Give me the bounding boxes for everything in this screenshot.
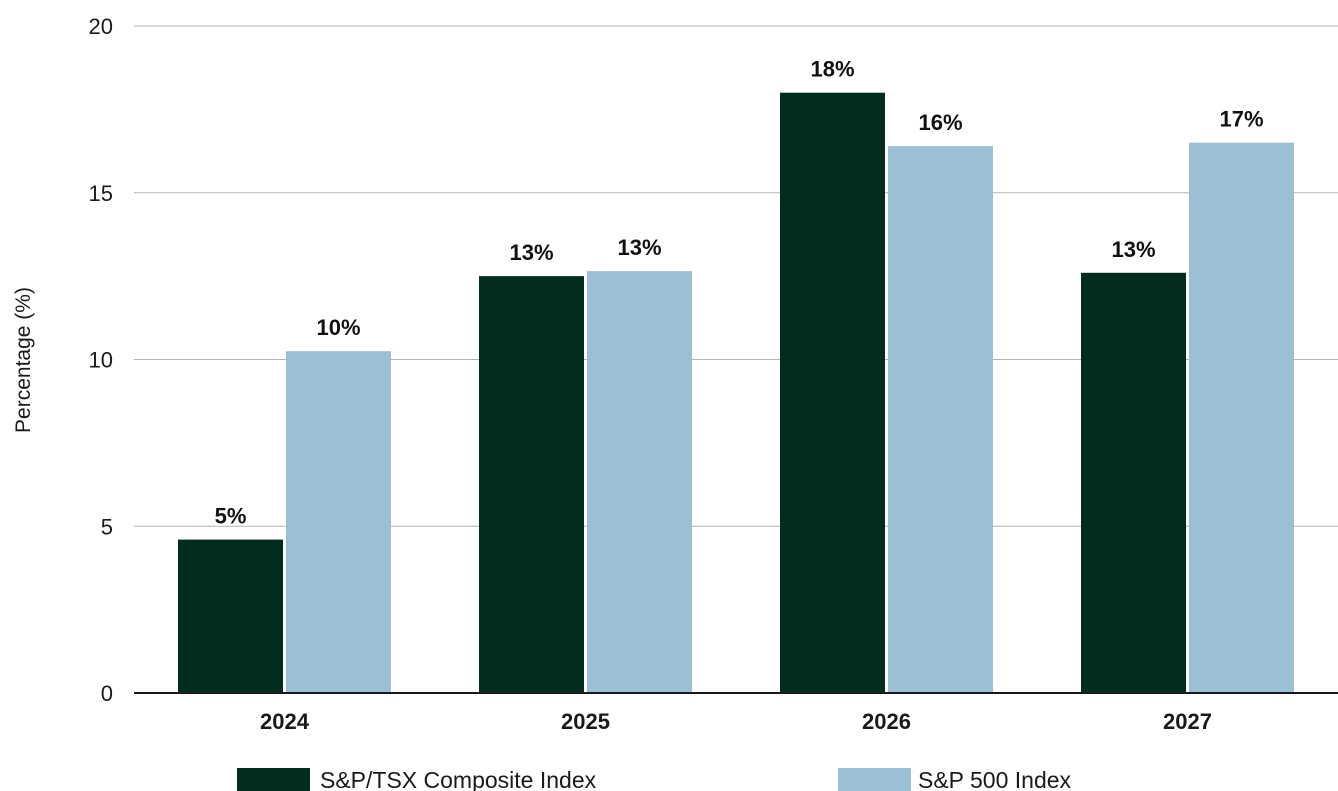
data-label: 16% [918, 110, 962, 135]
bar-tsx-2024 [178, 539, 283, 693]
y-tick-label: 10 [89, 348, 113, 373]
x-category-label: 2026 [862, 709, 911, 734]
y-tick-label: 0 [101, 681, 113, 706]
data-label: 18% [810, 57, 854, 82]
y-tick-label: 5 [101, 514, 113, 539]
data-label: 13% [509, 240, 553, 265]
bar-sp500-2024 [286, 351, 391, 693]
bar-tsx-2026 [780, 92, 885, 693]
y-axis-label: Percentage (%) [12, 287, 35, 433]
bars [178, 92, 1294, 694]
y-tick-label: 20 [89, 14, 113, 39]
bar-sp500-2027 [1189, 142, 1294, 694]
data-labels: 5% 10% 13% 13% 18% 16% 13% 17% [215, 57, 1264, 529]
bar-sp500-2026 [888, 146, 993, 693]
bar-tsx-2025 [479, 276, 584, 693]
bar-sp500-2025 [587, 271, 692, 693]
x-category-label: 2024 [260, 709, 310, 734]
y-axis-ticks: 0 5 10 15 20 [89, 14, 113, 706]
legend-swatch-tsx [237, 768, 310, 791]
legend: S&P/TSX Composite Index S&P 500 Index [237, 767, 1072, 791]
data-label: 10% [316, 315, 360, 340]
x-axis-categories: 2024 2025 2026 2027 [260, 709, 1212, 734]
x-category-label: 2027 [1163, 709, 1212, 734]
legend-swatch-sp500 [838, 768, 911, 791]
x-category-label: 2025 [561, 709, 610, 734]
legend-label-tsx: S&P/TSX Composite Index [320, 767, 597, 791]
data-label: 13% [1111, 237, 1155, 262]
bar-tsx-2027 [1081, 272, 1186, 693]
data-label: 5% [215, 504, 247, 529]
data-label: 13% [617, 235, 661, 260]
y-tick-label: 15 [89, 181, 113, 206]
legend-label-sp500: S&P 500 Index [918, 767, 1072, 791]
data-label: 17% [1219, 107, 1263, 132]
